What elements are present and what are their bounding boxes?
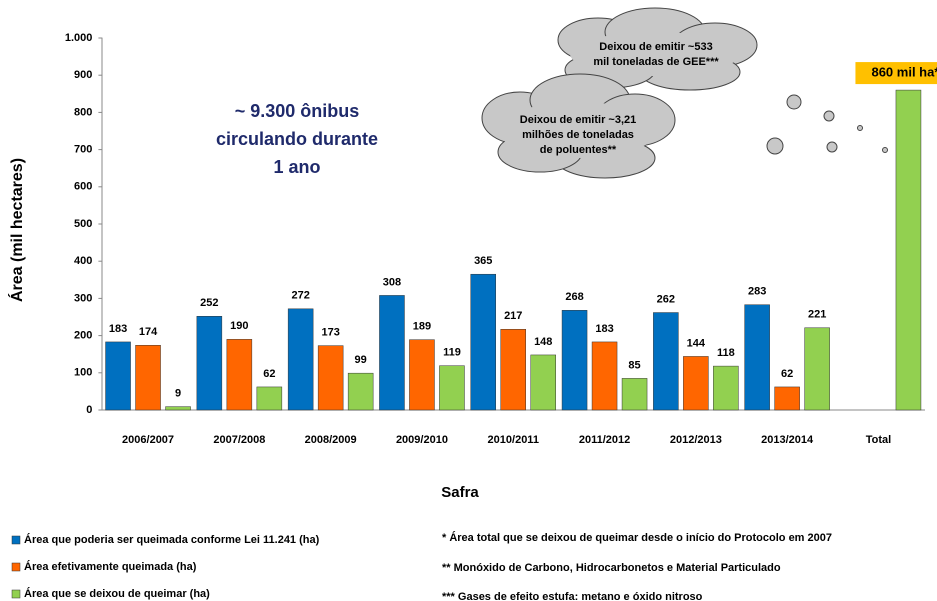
- data-label: 85: [628, 359, 640, 371]
- data-label: 62: [781, 368, 793, 380]
- bar: [804, 327, 830, 411]
- x-tick-label: 2007/2008: [213, 434, 265, 446]
- data-label: 183: [595, 323, 613, 335]
- bar: [653, 312, 679, 411]
- y-tick-label: 300: [74, 292, 92, 304]
- data-label: 860 mil ha*: [871, 65, 937, 80]
- legend-swatch: [11, 535, 21, 545]
- bar: [500, 329, 526, 411]
- x-tick-label: 2008/2009: [305, 434, 357, 446]
- x-tick-label: 2006/2007: [122, 434, 174, 446]
- legend-label: Área efetivamente queimada (ha): [24, 560, 197, 573]
- bar: [135, 345, 161, 411]
- cloud-text: de poluentes**: [540, 144, 617, 156]
- y-tick-label: 1.000: [65, 32, 93, 44]
- cloud-text: Deixou de emitir ~3,21: [520, 114, 636, 126]
- data-label: 272: [291, 290, 309, 302]
- bar: [409, 339, 435, 411]
- x-tick-label: 2013/2014: [761, 434, 814, 446]
- bar: [379, 295, 405, 411]
- data-label: 119: [443, 347, 461, 359]
- data-label: 262: [657, 293, 675, 305]
- bar: [256, 386, 283, 411]
- bar: [774, 386, 800, 411]
- cloud-shape: [481, 7, 888, 179]
- x-axis-label: Safra: [441, 484, 479, 501]
- y-tick-label: 700: [74, 144, 92, 156]
- y-tick-label: 900: [74, 69, 92, 81]
- data-label: 118: [717, 347, 735, 359]
- data-label: 189: [413, 321, 431, 333]
- data-label: 173: [321, 327, 339, 339]
- data-label: 308: [383, 276, 401, 288]
- cloud-text: Deixou de emitir ~533: [599, 41, 712, 53]
- data-label: 221: [808, 309, 826, 321]
- y-tick-label: 500: [74, 218, 92, 230]
- cloud-text: milhões de toneladas: [522, 129, 634, 141]
- data-label: 268: [565, 291, 583, 303]
- label-box: [855, 62, 937, 85]
- bar: [744, 304, 770, 411]
- bar: [105, 341, 131, 411]
- bar: [591, 341, 618, 411]
- data-label: 217: [504, 310, 522, 322]
- data-label: 148: [534, 336, 552, 348]
- data-label: 183: [109, 323, 127, 335]
- legend-swatch: [11, 589, 21, 599]
- bar: [439, 365, 465, 411]
- legend-label: Área que se deixou de queimar (ha): [24, 587, 210, 600]
- legend-swatch: [11, 562, 21, 572]
- x-tick-label: 2012/2013: [670, 434, 722, 446]
- x-tick-label: 2011/2012: [579, 434, 630, 446]
- bar: [196, 316, 223, 411]
- footnote: * Área total que se deixou de queimar de…: [442, 531, 832, 544]
- bar: [713, 365, 739, 411]
- data-label: 365: [474, 255, 492, 267]
- bar: [165, 406, 191, 411]
- bar: [226, 339, 253, 411]
- data-label: 99: [355, 354, 367, 366]
- data-label: 190: [230, 320, 248, 332]
- cloud-text: mil toneladas de GEE***: [593, 56, 719, 68]
- y-tick-label: 600: [74, 181, 92, 193]
- legend-label: Área que poderia ser queimada conforme L…: [24, 533, 320, 546]
- x-tick-label: Total: [866, 434, 891, 446]
- x-tick-label: 2010/2011: [488, 434, 539, 446]
- bar: [895, 89, 922, 411]
- footnote: *** Gases de efeito estufa: metano e óxi…: [442, 591, 703, 601]
- bar: [621, 378, 648, 411]
- bar: [317, 345, 344, 411]
- y-tick-label: 0: [86, 404, 92, 416]
- footnote: ** Monóxido de Carbono, Hidrocarbonetos …: [442, 562, 781, 574]
- data-label: 174: [139, 326, 158, 338]
- data-label: 144: [687, 337, 706, 349]
- y-tick-label: 400: [74, 255, 92, 267]
- data-label: 252: [200, 297, 218, 309]
- annotation: circulando durante: [216, 129, 378, 149]
- bar: [530, 354, 556, 411]
- y-tick-label: 100: [74, 367, 92, 379]
- bar: [470, 273, 496, 411]
- x-tick-label: 2009/2010: [396, 434, 448, 446]
- y-axis-label: Área (mil hectares): [7, 158, 26, 302]
- data-label: 9: [175, 388, 181, 400]
- data-label: 283: [748, 286, 766, 298]
- bar: [561, 310, 588, 411]
- bar: [347, 372, 374, 411]
- annotation: 1 ano: [273, 157, 320, 177]
- y-tick-label: 200: [74, 330, 92, 342]
- bar: [683, 356, 709, 411]
- data-label: 62: [263, 368, 275, 380]
- bar: [287, 308, 314, 411]
- annotation: ~ 9.300 ônibus: [235, 101, 360, 121]
- y-tick-label: 800: [74, 106, 92, 118]
